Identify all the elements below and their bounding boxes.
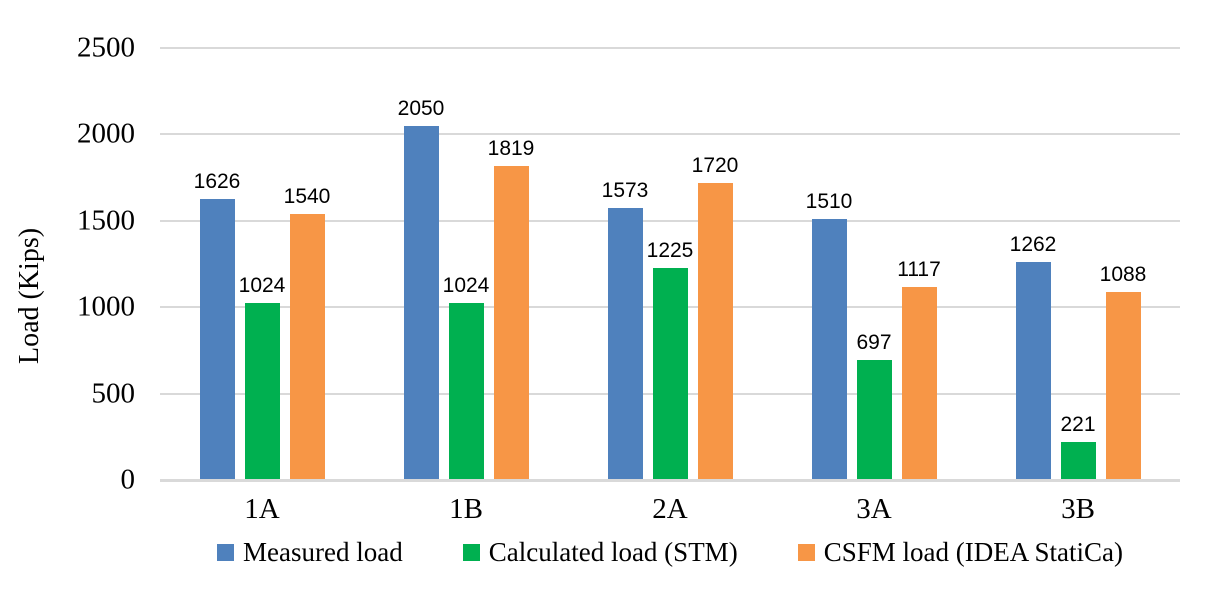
bar-value-label: 1510	[805, 190, 853, 213]
legend-item-calculated-load-stm: Calculated load (STM)	[462, 537, 738, 568]
bar-measured-load-3b: 1262	[1010, 233, 1056, 480]
bar-calculated-load-stm-3b: 221	[1060, 413, 1096, 480]
legend-label: Calculated load (STM)	[488, 537, 738, 567]
bar-csfm-load-idea-statica-1b: 1819	[488, 137, 534, 480]
bar-calculated-load-stm-1a: 1024	[239, 274, 285, 480]
bar-value-label: 1540	[283, 185, 331, 208]
bar-value-label: 1626	[193, 170, 241, 193]
legend-item-csfm-load-idea-statica: CSFM load (IDEA StatiCa)	[797, 537, 1123, 568]
y-tick-label-2500: 2500	[77, 31, 135, 64]
bar-csfm-load-idea-statica-3b: 1088	[1100, 263, 1146, 480]
bar-groups: 1626 1024 1540 2050 1024 1819 1573 1225 1720 1510…	[160, 48, 1180, 480]
y-tick-label-1000: 1000	[77, 290, 135, 323]
bar-value-label: 2050	[397, 97, 445, 120]
y-axis-tick-labels: 0 500 1000 1500 2000 2500	[0, 33, 136, 494]
bar-csfm-load-idea-statica-2a: 1720	[692, 154, 738, 480]
legend-swatch-icon	[462, 544, 480, 562]
bar-measured-load-1a: 1626	[194, 170, 240, 480]
bar-value-label: 1262	[1009, 233, 1057, 256]
bar-group-3b: 1262 221 1088	[976, 48, 1180, 480]
x-axis-category-labels: 1A 1B 2A 3A 3B	[160, 492, 1180, 527]
bar-measured-load-3a: 1510	[806, 190, 852, 480]
bar-value-label: 1024	[442, 274, 490, 297]
bar-value-label: 1088	[1099, 263, 1147, 286]
x-axis-line	[160, 479, 1180, 482]
bar-group-3a: 1510 697 1117	[772, 48, 976, 480]
legend-label: Measured load	[243, 537, 403, 567]
x-category-label-1b: 1B	[449, 493, 483, 525]
bar-group-1a: 1626 1024 1540	[160, 48, 364, 480]
legend: Measured load Calculated load (STM) CSFM l…	[160, 537, 1180, 568]
y-tick-label-0: 0	[120, 463, 136, 496]
bar-value-label: 1117	[897, 258, 941, 281]
bar-csfm-load-idea-statica-3a: 1117	[897, 258, 941, 480]
bar-calculated-load-stm-3a: 697	[856, 331, 892, 480]
bar-group-2a: 1573 1225 1720	[568, 48, 772, 480]
bar-value-label: 1225	[646, 239, 694, 262]
x-category-label-3a: 3A	[856, 493, 892, 525]
bar-value-label: 1573	[601, 179, 649, 202]
y-tick-label-500: 500	[91, 377, 136, 410]
x-category-label-2a: 2A	[652, 493, 688, 525]
plot-area: 1626 1024 1540 2050 1024 1819 1573 1225 1720 1510…	[160, 47, 1180, 482]
legend-label: CSFM load (IDEA StatiCa)	[823, 537, 1123, 567]
x-category-label-3b: 3B	[1061, 493, 1095, 525]
bar-value-label: 221	[1060, 413, 1096, 436]
bar-group-1b: 2050 1024 1819	[364, 48, 568, 480]
bar-csfm-load-idea-statica-1a: 1540	[284, 185, 330, 480]
bar-value-label: 697	[856, 331, 892, 354]
y-tick-label-1500: 1500	[77, 204, 135, 237]
legend-item-measured-load: Measured load	[217, 537, 403, 568]
gridline-1500	[160, 219, 1180, 222]
bar-value-label: 1819	[487, 137, 535, 160]
bar-value-label: 1720	[691, 154, 739, 177]
bar-calculated-load-stm-2a: 1225	[647, 239, 693, 480]
bar-measured-load-1b: 2050	[398, 97, 444, 480]
x-category-label-1a: 1A	[244, 493, 280, 525]
legend-swatch-icon	[217, 544, 235, 562]
bar-measured-load-2a: 1573	[602, 179, 648, 480]
y-tick-label-2000: 2000	[77, 117, 135, 150]
bar-value-label: 1024	[238, 274, 286, 297]
gridline-2500	[160, 47, 1180, 49]
bar-calculated-load-stm-1b: 1024	[443, 274, 489, 480]
legend-swatch-icon	[797, 544, 815, 562]
gridline-2000	[160, 133, 1180, 136]
